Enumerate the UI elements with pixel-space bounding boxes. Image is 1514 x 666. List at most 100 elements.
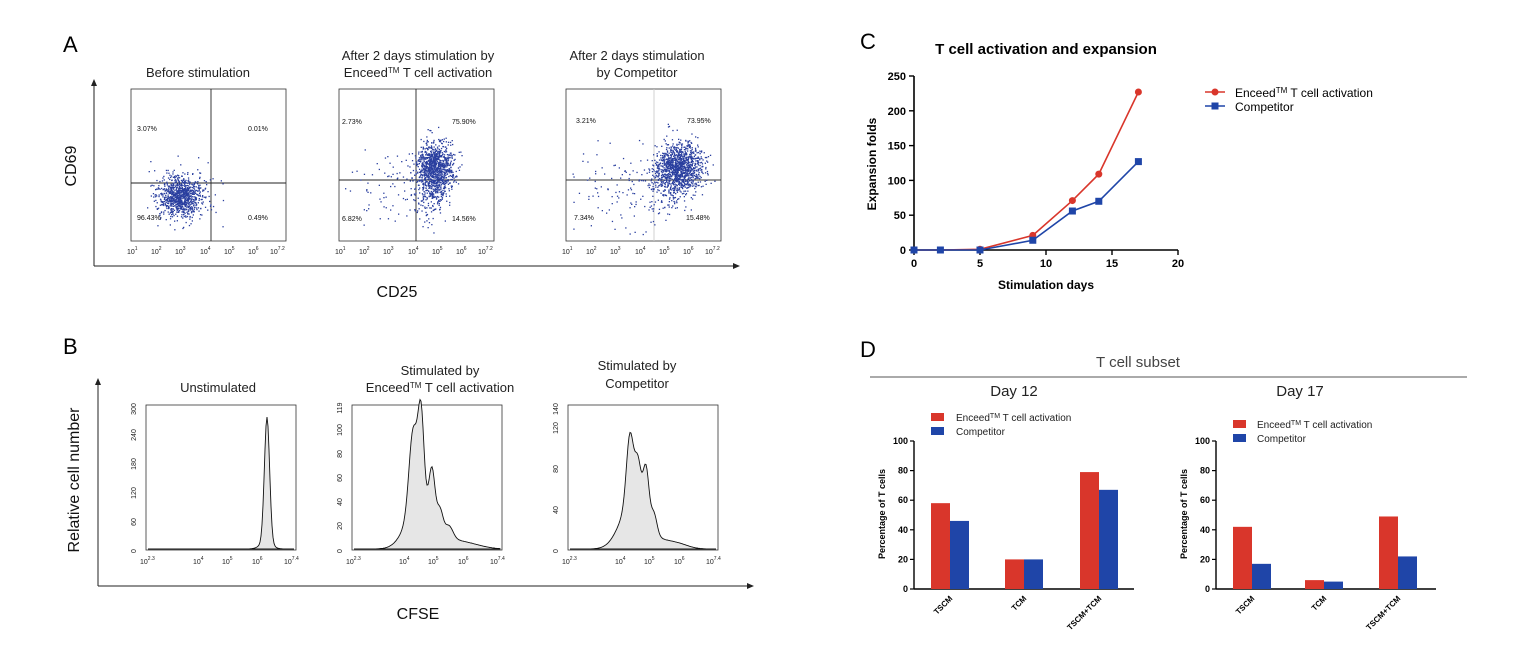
- scatter-dot: [667, 175, 669, 178]
- scatter-dot: [424, 183, 426, 185]
- scatter-dot: [436, 197, 438, 199]
- scatter-dot: [430, 185, 432, 187]
- scatter-dot: [695, 170, 698, 172]
- scatter-dot: [687, 161, 690, 163]
- d-plot-1-y-tick-label: 100: [893, 436, 908, 446]
- scatter-dot: [170, 190, 172, 192]
- scatter-dot: [683, 155, 685, 157]
- scatter-dot: [414, 199, 416, 202]
- scatter-dot: [662, 194, 664, 196]
- scatter-dot: [446, 157, 448, 159]
- scatter-dot: [679, 182, 681, 184]
- scatter-dot: [426, 192, 428, 194]
- scatter-dot: [450, 152, 452, 154]
- scatter-dot: [664, 184, 666, 186]
- scatter-dot: [401, 161, 403, 163]
- scatter-dot: [654, 159, 656, 161]
- scatter-dot: [176, 205, 178, 208]
- scatter-dot: [424, 178, 426, 181]
- scatter-dot: [196, 208, 198, 211]
- scatter-dot: [437, 186, 439, 188]
- scatter-dot: [440, 165, 442, 167]
- scatter-dot: [442, 177, 444, 179]
- scatter-dot: [450, 166, 452, 169]
- scatter-dot: [385, 196, 387, 198]
- scatter-dot: [420, 146, 422, 148]
- d-plot-1-category-label: TCM: [1010, 594, 1029, 613]
- scatter-dot: [199, 194, 201, 196]
- scatter-dot: [398, 213, 400, 215]
- scatter-dot: [695, 177, 697, 179]
- c-point-series1: [1029, 236, 1037, 244]
- scatter-dot: [451, 156, 453, 158]
- scatter-dot: [700, 156, 702, 158]
- scatter-dot: [446, 169, 448, 171]
- scatter-dot: [440, 192, 442, 194]
- scatter-dot: [429, 177, 431, 179]
- scatter-dot: [165, 206, 168, 208]
- d-plot-2-category-label: TSCM: [1234, 594, 1257, 617]
- scatter-dot: [629, 173, 631, 176]
- scatter-dot: [442, 156, 444, 158]
- scatter-dot: [442, 180, 444, 182]
- scatter-dot: [184, 188, 186, 190]
- scatter-dot: [438, 145, 440, 147]
- scatter-dot: [432, 190, 435, 192]
- scatter-dot: [433, 161, 436, 163]
- scatter-dot: [181, 191, 184, 193]
- scatter-dot: [422, 148, 424, 150]
- scatter-dot: [427, 202, 430, 205]
- scatter-dot: [691, 198, 694, 200]
- scatter-dot: [673, 172, 675, 174]
- scatter-dot: [600, 186, 602, 188]
- scatter-dot: [441, 168, 443, 170]
- scatter-dot: [654, 181, 656, 183]
- scatter-dot: [173, 186, 175, 189]
- scatter-dot: [692, 173, 694, 175]
- scatter-dot: [667, 165, 669, 168]
- scatter-dot: [675, 177, 678, 179]
- scatter-dot: [656, 181, 658, 183]
- scatter-dot: [191, 207, 194, 209]
- scatter-dot: [430, 175, 432, 177]
- scatter-dot: [686, 182, 688, 184]
- scatter-dot: [198, 210, 200, 212]
- scatter-dot: [176, 197, 178, 199]
- scatter-dot: [594, 187, 596, 189]
- scatter-dot: [191, 216, 193, 219]
- scatter-dot: [684, 151, 686, 153]
- scatter-dot: [687, 173, 689, 175]
- scatter-dot: [431, 171, 433, 173]
- scatter-dot: [672, 196, 674, 199]
- scatter-dot: [683, 184, 685, 187]
- scatter-dot: [439, 164, 441, 167]
- scatter-dot: [658, 212, 661, 214]
- scatter-dot: [186, 211, 188, 213]
- scatter-dot: [196, 190, 199, 192]
- scatter-dot: [199, 176, 201, 178]
- d-plot-1-y-tick-label: 0: [903, 584, 908, 594]
- b3-xtick-2: 104: [615, 556, 626, 566]
- scatter-dot: [165, 219, 167, 221]
- scatter-dot: [676, 187, 678, 189]
- scatter-dot: [187, 205, 189, 207]
- scatter-dot: [653, 204, 655, 206]
- scatter-dot: [699, 164, 701, 167]
- scatter-dot: [680, 174, 682, 176]
- scatter-dot: [426, 181, 428, 183]
- scatter-dot: [169, 197, 171, 199]
- scatter-dot: [672, 166, 674, 168]
- b3-xtick-3: 105: [644, 556, 655, 566]
- scatter-dot: [682, 181, 685, 183]
- scatter-dot: [671, 194, 673, 196]
- scatter-dot: [678, 188, 681, 190]
- scatter-dot: [426, 157, 429, 160]
- scatter-dot: [671, 200, 673, 202]
- scatter-dot: [689, 145, 691, 147]
- scatter-dot: [659, 162, 662, 164]
- c-legend-label-competitor: Competitor: [1235, 100, 1294, 114]
- scatter-dot: [435, 164, 437, 166]
- scatter-dot: [433, 165, 435, 168]
- scatter-dot: [664, 168, 666, 171]
- scatter-dot: [188, 187, 191, 189]
